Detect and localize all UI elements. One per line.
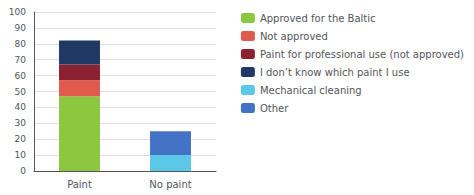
svg-text:0: 0 bbox=[20, 166, 26, 176]
svg-text:30: 30 bbox=[15, 118, 27, 128]
svg-text:70: 70 bbox=[15, 55, 27, 65]
svg-text:Paint for professional use (no: Paint for professional use (not approved… bbox=[260, 49, 464, 60]
svg-text:Other: Other bbox=[260, 103, 289, 114]
svg-text:Mechanical cleaning: Mechanical cleaning bbox=[260, 85, 362, 96]
svg-text:No paint: No paint bbox=[149, 179, 191, 190]
svg-text:10: 10 bbox=[15, 150, 27, 160]
svg-text:60: 60 bbox=[15, 71, 27, 81]
svg-text:90: 90 bbox=[15, 23, 27, 33]
svg-text:50: 50 bbox=[15, 87, 27, 97]
svg-text:100: 100 bbox=[9, 7, 26, 17]
svg-text:20: 20 bbox=[15, 134, 27, 144]
svg-text:Paint: Paint bbox=[67, 179, 92, 190]
svg-text:Approved for the Baltic: Approved for the Baltic bbox=[260, 13, 376, 24]
svg-text:80: 80 bbox=[15, 39, 27, 49]
svg-text:I don’t know which paint I use: I don’t know which paint I use bbox=[260, 67, 410, 78]
svg-text:40: 40 bbox=[15, 102, 27, 112]
svg-text:Not approved: Not approved bbox=[260, 31, 328, 42]
